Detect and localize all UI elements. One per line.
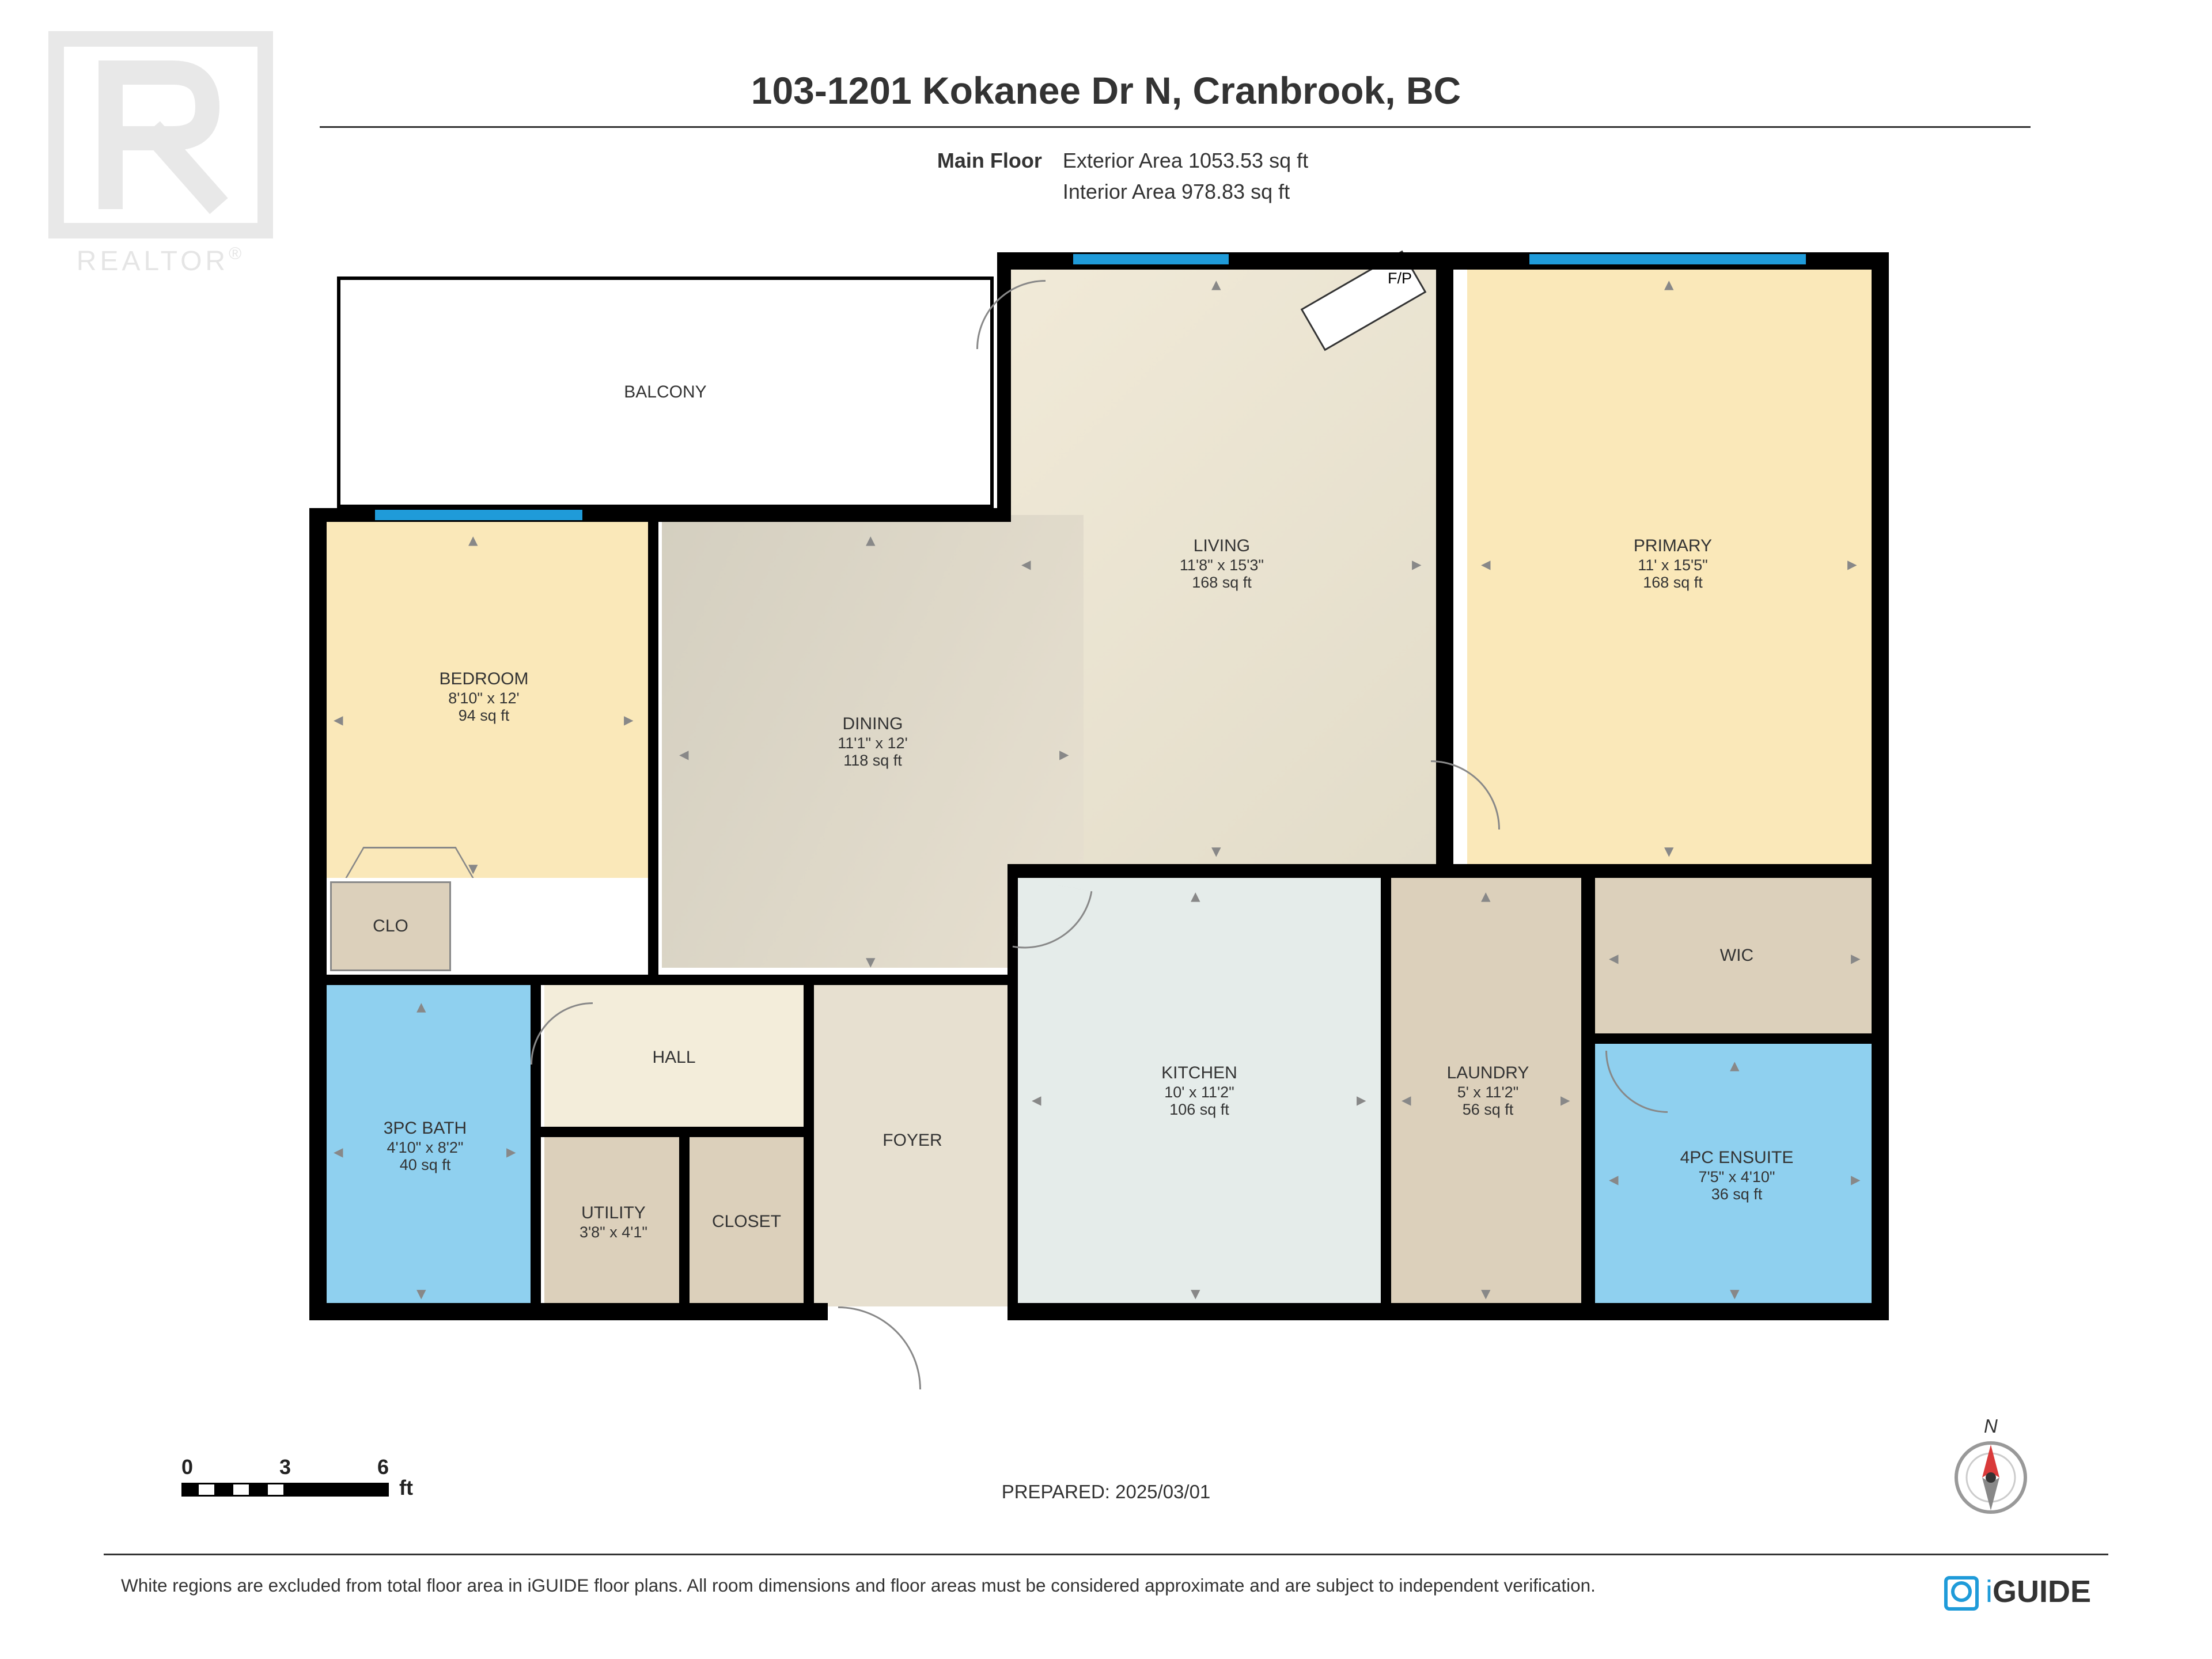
wall: [1007, 864, 1889, 878]
dim-arrow: ▸: [1560, 1089, 1570, 1111]
realtor-watermark: REALTOR®: [48, 31, 273, 279]
footer-line: [104, 1554, 2108, 1555]
dim-arrow: ▴: [1211, 273, 1221, 296]
dim-arrow: ◂: [679, 743, 689, 766]
dim-arrow: ▴: [866, 529, 876, 551]
dim-arrow: ▾: [866, 950, 876, 973]
dim-arrow: ▸: [1847, 553, 1857, 575]
compass-icon: [1951, 1438, 2031, 1517]
realtor-text: REALTOR®: [77, 245, 245, 279]
scale-unit: ft: [399, 1476, 413, 1500]
dim-arrow: ▴: [1481, 885, 1491, 907]
room-utility: UTILITY 3'8" x 4'1": [544, 1137, 683, 1306]
dim-arrow: ▸: [1059, 743, 1069, 766]
room-wic: WIC: [1595, 874, 1878, 1037]
wall: [1592, 1033, 1882, 1044]
door-arc: [838, 1306, 921, 1389]
dim-arrow: ▴: [416, 995, 426, 1018]
dim-arrow: ◂: [1609, 1168, 1619, 1191]
room-foyer: FOYER: [810, 975, 1014, 1306]
compass: N: [1951, 1417, 2031, 1528]
room-clo: CLO: [330, 881, 451, 971]
exterior-area: Exterior Area 1053.53 sq ft: [1063, 149, 1308, 173]
floor-label: Main Floor: [904, 149, 1042, 173]
interior-area: Interior Area 978.83 sq ft: [1063, 180, 1290, 204]
dim-arrow: ▸: [1851, 947, 1861, 969]
wall: [648, 515, 658, 975]
dim-arrow: ▴: [468, 529, 478, 551]
floor-info: Main Floor Exterior Area 1053.53 sq ft I…: [904, 149, 1308, 204]
realtor-icon: [48, 31, 273, 238]
floor-plan: BALCONY F/P LIVING 11'8" x 15'3" 168 sq …: [320, 259, 1892, 1331]
room-closet: CLOSET: [690, 1137, 804, 1306]
page-title: 103-1201 Kokanee Dr N, Cranbrook, BC: [751, 69, 1461, 114]
dim-arrow: ▾: [416, 1282, 426, 1305]
dim-arrow: ▾: [1211, 840, 1221, 862]
dim-arrow: ◂: [1032, 1089, 1041, 1111]
compass-north-label: N: [1951, 1417, 2031, 1438]
dim-arrow: ▴: [1664, 273, 1674, 296]
room-laundry: LAUNDRY 5' x 11'2" 56 sq ft: [1391, 874, 1585, 1306]
room-bath: 3PC BATH 4'10" x 8'2" 40 sq ft: [320, 985, 531, 1306]
dim-arrow: ▸: [624, 709, 634, 731]
iguide-text: iGUIDE: [1986, 1574, 2091, 1611]
dim-arrow: ◂: [1481, 553, 1491, 575]
wall: [1581, 874, 1595, 1313]
wall: [316, 975, 1018, 985]
dim-arrow: ▾: [1664, 840, 1674, 862]
title-underline: [320, 126, 2031, 128]
window: [1529, 254, 1806, 264]
window: [375, 510, 582, 520]
scale-bar: 0 3 6 ft: [181, 1483, 389, 1503]
window: [1073, 254, 1229, 264]
dim-arrow: ◂: [1402, 1089, 1411, 1111]
dim-arrow: ▸: [1357, 1089, 1366, 1111]
iguide-icon: [1944, 1575, 1979, 1610]
dim-arrow: ▸: [1412, 553, 1422, 575]
room-kitchen: KITCHEN 10' x 11'2" 106 sq ft: [1018, 874, 1381, 1306]
dim-arrow: ◂: [334, 709, 343, 731]
room-primary: PRIMARY 11' x 15'5" 168 sq ft: [1467, 259, 1878, 868]
wall: [1381, 874, 1391, 1313]
iguide-logo: iGUIDE: [1944, 1574, 2091, 1611]
dim-arrow: ▸: [506, 1141, 516, 1163]
dim-arrow: ▾: [1730, 1282, 1740, 1305]
room-bedroom: BEDROOM 8'10" x 12' 94 sq ft: [320, 515, 648, 878]
dim-arrow: ▸: [1851, 1168, 1861, 1191]
wall: [541, 1127, 814, 1137]
room-balcony: BALCONY: [337, 276, 994, 508]
floorplan-page: REALTOR® 103-1201 Kokanee Dr N, Cranbroo…: [0, 0, 2212, 1659]
dim-arrow: ▾: [1481, 1282, 1491, 1305]
scale-tick-0: 0: [181, 1455, 193, 1479]
scale-tick-1: 3: [279, 1455, 291, 1479]
dim-arrow: ◂: [1021, 553, 1031, 575]
dim-arrow: ▴: [1191, 885, 1200, 907]
dim-arrow: ▴: [1730, 1054, 1740, 1077]
scale-tick-2: 6: [377, 1455, 389, 1479]
footer-disclaimer: White regions are excluded from total fl…: [121, 1576, 1596, 1597]
fp-label: F/P: [1388, 270, 1412, 287]
dim-arrow: ◂: [334, 1141, 343, 1163]
dim-arrow: ◂: [1609, 947, 1619, 969]
wall: [679, 1134, 690, 1310]
dim-arrow: ▾: [1191, 1282, 1200, 1305]
wall: [804, 975, 814, 1313]
prepared-date: PREPARED: 2025/03/01: [1002, 1483, 1211, 1503]
